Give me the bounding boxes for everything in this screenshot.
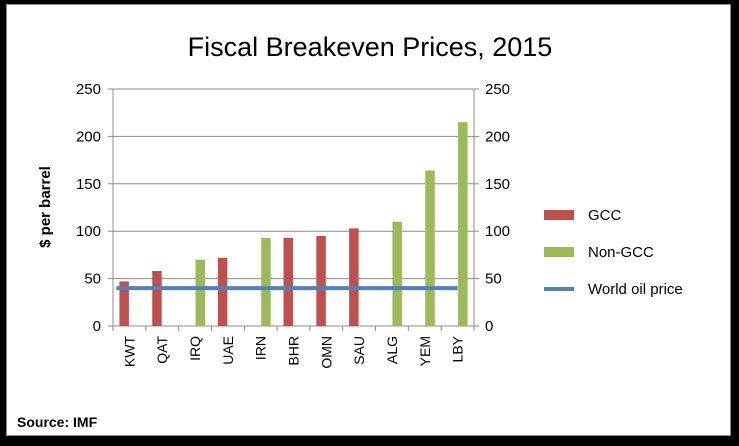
y2-tick-label: 0 xyxy=(485,318,493,335)
legend-label: GCC xyxy=(588,207,622,224)
y-tick-label: 250 xyxy=(76,81,101,98)
x-tick-label: KWT xyxy=(121,336,137,368)
y2-tick-label: 250 xyxy=(485,81,510,98)
legend-swatch xyxy=(544,247,574,257)
y-tick-label: 50 xyxy=(84,271,101,288)
bar-non-gcc-irn xyxy=(261,237,271,326)
x-tick-label: BHR xyxy=(286,336,302,366)
legend-label: Non-GCC xyxy=(588,244,654,261)
legend-label: World oil price xyxy=(588,281,683,298)
y-axis-label: $ per barrel xyxy=(37,166,54,248)
y-tick-label: 200 xyxy=(76,128,101,145)
bar-gcc-kwt xyxy=(119,281,129,326)
x-tick-label: UAE xyxy=(220,336,236,365)
x-tick-label: OMN xyxy=(318,336,334,369)
source-note: Source: IMF xyxy=(17,414,98,430)
bar-gcc-sau xyxy=(349,228,359,326)
x-tick-label: YEM xyxy=(417,336,433,366)
bar-non-gcc-alg xyxy=(392,221,402,326)
x-tick-label: SAU xyxy=(351,336,367,365)
chart-frame xyxy=(6,4,731,436)
bar-non-gcc-lby xyxy=(458,122,468,327)
bar-gcc-bhr xyxy=(283,237,293,326)
bar-gcc-qat xyxy=(152,271,162,326)
y-tick-label: 100 xyxy=(76,223,101,240)
x-tick-label: LBY xyxy=(450,335,466,362)
y-tick-label: 0 xyxy=(93,318,101,335)
x-tick-label: IRN xyxy=(253,336,269,360)
legend-swatch xyxy=(544,210,574,220)
x-tick-label: QAT xyxy=(154,336,170,364)
bar-non-gcc-irq xyxy=(195,259,206,326)
y-tick-label: 150 xyxy=(76,176,101,193)
x-tick-label: ALG xyxy=(384,336,400,364)
y2-tick-label: 100 xyxy=(485,223,510,240)
y2-tick-label: 200 xyxy=(485,128,510,145)
chart-title: Fiscal Breakeven Prices, 2015 xyxy=(188,32,553,62)
bar-non-gcc-yem xyxy=(425,170,435,326)
y2-tick-label: 50 xyxy=(485,271,502,288)
x-tick-label: IRQ xyxy=(187,336,203,361)
bar-gcc-uae xyxy=(217,257,228,326)
bar-gcc-omn xyxy=(316,235,326,326)
y2-tick-label: 150 xyxy=(485,176,510,193)
